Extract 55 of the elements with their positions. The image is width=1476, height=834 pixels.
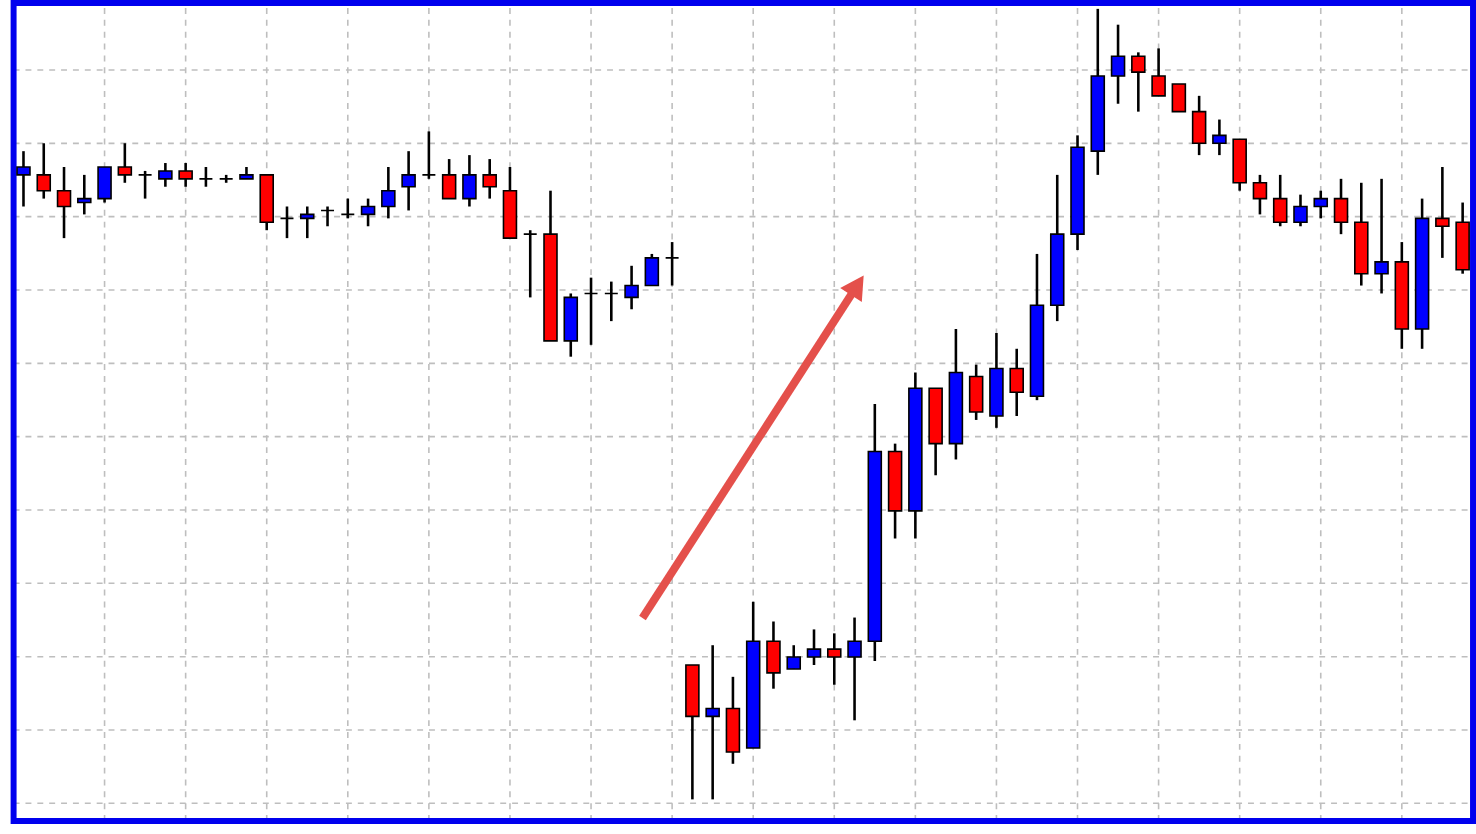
- candlestick: [1333, 177, 1349, 236]
- candlestick: [1435, 165, 1450, 259]
- candlestick: [482, 157, 497, 200]
- candlestick: [1171, 82, 1187, 113]
- candlestick: [1272, 173, 1288, 228]
- candlestick: [1374, 177, 1389, 295]
- candlestick: [137, 169, 153, 200]
- candlestick: [16, 149, 31, 208]
- candlestick: [117, 141, 133, 184]
- candlestick: [847, 615, 862, 722]
- candlestick: [198, 165, 214, 188]
- candlestick: [259, 173, 275, 232]
- candlestick: [644, 252, 660, 287]
- candlestick: [766, 619, 781, 690]
- candlestick: [178, 161, 193, 188]
- candlestick: [299, 204, 315, 240]
- candlestick: [624, 264, 639, 311]
- candlestick: [1232, 137, 1247, 192]
- candlestick: [1151, 46, 1166, 97]
- candlestick: [583, 276, 599, 346]
- candlestick: [1212, 117, 1227, 157]
- candlestick: [1131, 50, 1146, 113]
- candlestick: [340, 197, 356, 220]
- candlestick: [1293, 193, 1308, 228]
- candlestick: [441, 157, 457, 200]
- candlestick: [705, 643, 720, 801]
- candlestick: [462, 153, 477, 208]
- candlestick: [97, 165, 112, 204]
- candlestick: [320, 204, 335, 228]
- candlestick: [502, 165, 518, 240]
- candlestick: [1191, 94, 1207, 157]
- candlestick: [968, 362, 984, 421]
- candlestick: [1313, 189, 1329, 220]
- candlestick: [604, 280, 619, 323]
- candlestick: [36, 141, 52, 200]
- candlestick: [725, 675, 741, 765]
- candlestick: [826, 631, 842, 686]
- candlestick: [1110, 23, 1126, 105]
- candlestick: [786, 643, 802, 670]
- candlestick: [158, 161, 173, 188]
- candlestick: [77, 173, 92, 216]
- candlestick: [1252, 173, 1268, 216]
- candlestick: [401, 149, 416, 212]
- candlestick: [1455, 200, 1470, 275]
- candlestick: [279, 204, 295, 240]
- candlestick: [360, 197, 376, 228]
- candlestick: [421, 129, 437, 180]
- candlestick: [522, 228, 538, 299]
- candlestick: [989, 331, 1004, 429]
- candlestick: [1009, 347, 1024, 417]
- candlestick: [381, 165, 396, 220]
- candlestick: [806, 627, 822, 666]
- candlestick: [56, 165, 72, 240]
- candlestick: [664, 240, 680, 287]
- candlestick: [563, 291, 579, 358]
